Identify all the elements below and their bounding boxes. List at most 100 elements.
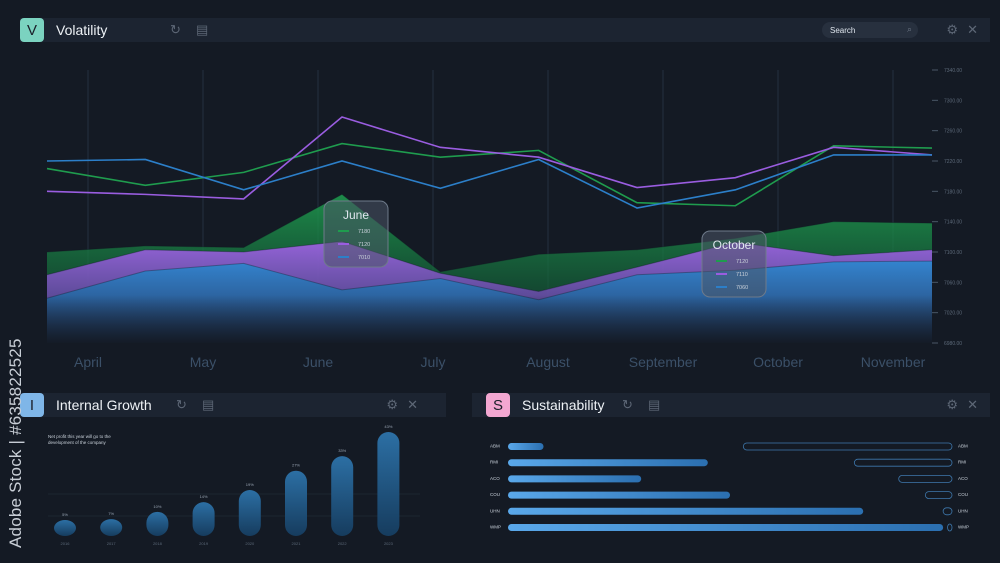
growth-title: Internal Growth xyxy=(56,397,152,413)
row-label-right: WMP xyxy=(958,525,969,530)
y-tick-label: 7340.00 xyxy=(944,68,962,74)
tooltip-value: 7120 xyxy=(358,242,370,248)
tooltip: June 7180 7120 7010 xyxy=(323,200,389,268)
search-icon: ⌕ xyxy=(906,24,912,34)
bar-outline xyxy=(947,523,953,532)
bar-category-label: 2018 xyxy=(153,541,163,546)
sustainability-header: S Sustainability ↻ ▤ ⚙ ✕ xyxy=(472,393,990,417)
bar xyxy=(508,524,944,531)
sustainability-badge: S xyxy=(486,393,510,417)
line-series xyxy=(46,154,932,209)
area-edge xyxy=(46,240,933,292)
bar-outline xyxy=(742,442,953,451)
x-tick-label: August xyxy=(526,354,570,370)
y-tick-label: 7180.00 xyxy=(944,189,962,195)
search-input-label: Search xyxy=(830,25,856,35)
bar-outline xyxy=(898,475,953,483)
volatility-badge: V xyxy=(20,18,44,42)
bar-category-label: 2017 xyxy=(107,541,117,546)
growth-note: Net profit this year will go to the xyxy=(48,434,111,439)
gear-icon[interactable]: ⚙ xyxy=(946,397,958,412)
clipboard-icon[interactable]: ▤ xyxy=(202,397,215,412)
y-tick-label: 7220.00 xyxy=(944,159,962,165)
y-tick-label: 7140.00 xyxy=(944,220,962,226)
bar-value-label: 19% xyxy=(246,482,254,487)
tooltip-box xyxy=(323,200,389,268)
tooltip-label: October xyxy=(713,238,756,252)
bar xyxy=(508,491,730,499)
bar-category-label: 2023 xyxy=(384,541,394,546)
bar xyxy=(508,443,544,450)
bar-category-label: 2021 xyxy=(292,541,302,546)
bar-outline xyxy=(924,491,953,499)
close-icon[interactable]: ✕ xyxy=(967,397,978,412)
volatility-header: V Volatility ↻ ▤ Search ⌕ ⚙ ✕ xyxy=(20,18,990,42)
bar xyxy=(377,432,400,536)
x-tick-label: November xyxy=(861,354,926,370)
close-icon[interactable]: ✕ xyxy=(407,397,418,412)
bar-category-label: 2022 xyxy=(338,541,348,546)
row-label-left: ACO xyxy=(490,476,500,481)
gear-icon[interactable]: ⚙ xyxy=(386,397,398,412)
y-tick-label: 7100.00 xyxy=(944,250,962,256)
area-edge xyxy=(46,260,933,301)
volatility-chart: 7340.00 7300.00 7260.00 7220.00 7180.00 7140.… xyxy=(40,68,962,370)
row-label-right: ABM xyxy=(958,444,968,449)
tooltip-box xyxy=(701,230,767,298)
refresh-icon[interactable]: ↻ xyxy=(622,397,633,412)
bar xyxy=(192,502,215,536)
bar xyxy=(146,511,169,536)
tooltip-value: 7110 xyxy=(736,272,748,278)
row-label-left: WMP xyxy=(490,525,501,530)
bar xyxy=(100,519,123,536)
clipboard-icon[interactable]: ▤ xyxy=(196,22,209,37)
gear-icon[interactable]: ⚙ xyxy=(946,22,958,37)
tooltip-value: 7010 xyxy=(358,255,370,261)
growth-badge: I xyxy=(20,393,44,417)
sustainability-title: Sustainability xyxy=(522,397,605,413)
row-label-right: UHN xyxy=(958,508,968,513)
row-label-left: COU xyxy=(490,492,500,497)
y-tick-label: 7060.00 xyxy=(944,280,962,286)
growth-chart: Net profit this year will go to the deve… xyxy=(48,424,420,546)
x-tick-label: April xyxy=(74,354,102,370)
bar xyxy=(54,520,76,536)
bar-value-label: 10% xyxy=(153,504,161,509)
refresh-icon[interactable]: ↻ xyxy=(176,397,187,412)
refresh-icon[interactable]: ↻ xyxy=(170,22,181,37)
bar xyxy=(285,470,307,536)
bar-category-label: 2020 xyxy=(245,541,255,546)
search-input[interactable]: Search ⌕ xyxy=(822,22,918,38)
bar-category-label: 2016 xyxy=(61,541,71,546)
bar-value-label: 7% xyxy=(108,511,114,516)
bar xyxy=(238,490,261,536)
bar-category-label: 2019 xyxy=(199,541,209,546)
bar-value-label: 14% xyxy=(200,494,208,499)
growth-header: I Internal Growth ↻ ▤ ⚙ ✕ xyxy=(20,393,446,417)
y-tick-label: 7020.00 xyxy=(944,311,962,317)
row-label-right: RMI xyxy=(958,460,966,465)
y-tick-label: 7260.00 xyxy=(944,129,962,135)
x-tick-label: October xyxy=(753,354,803,370)
bar-outline xyxy=(942,507,953,516)
x-tick-label: June xyxy=(303,354,334,370)
bar xyxy=(508,507,864,515)
sustainability-chart: ABM ABM RMI RMI ACO ACO COU COU UHN UHN WMP WMP xyxy=(490,442,969,532)
area-edge xyxy=(46,193,933,273)
tooltip-label: June xyxy=(343,208,369,222)
line-series xyxy=(46,116,933,200)
watermark-id: Adobe Stock | #635822525 xyxy=(6,338,25,548)
row-label-left: ABM xyxy=(490,444,500,449)
bar xyxy=(508,459,708,467)
row-label-left: RMI xyxy=(490,460,498,465)
y-tick-label: 7300.00 xyxy=(944,98,962,104)
clipboard-icon[interactable]: ▤ xyxy=(648,397,661,412)
close-icon[interactable]: ✕ xyxy=(967,22,978,37)
bar xyxy=(331,456,354,536)
bar-value-label: 27% xyxy=(292,463,300,468)
tooltip: October 7120 7110 7060 xyxy=(701,230,767,298)
row-label-left: UHN xyxy=(490,508,500,513)
tooltip-value: 7060 xyxy=(736,285,748,291)
tooltip-value: 7120 xyxy=(736,259,748,265)
growth-note: development of the company xyxy=(48,440,107,445)
